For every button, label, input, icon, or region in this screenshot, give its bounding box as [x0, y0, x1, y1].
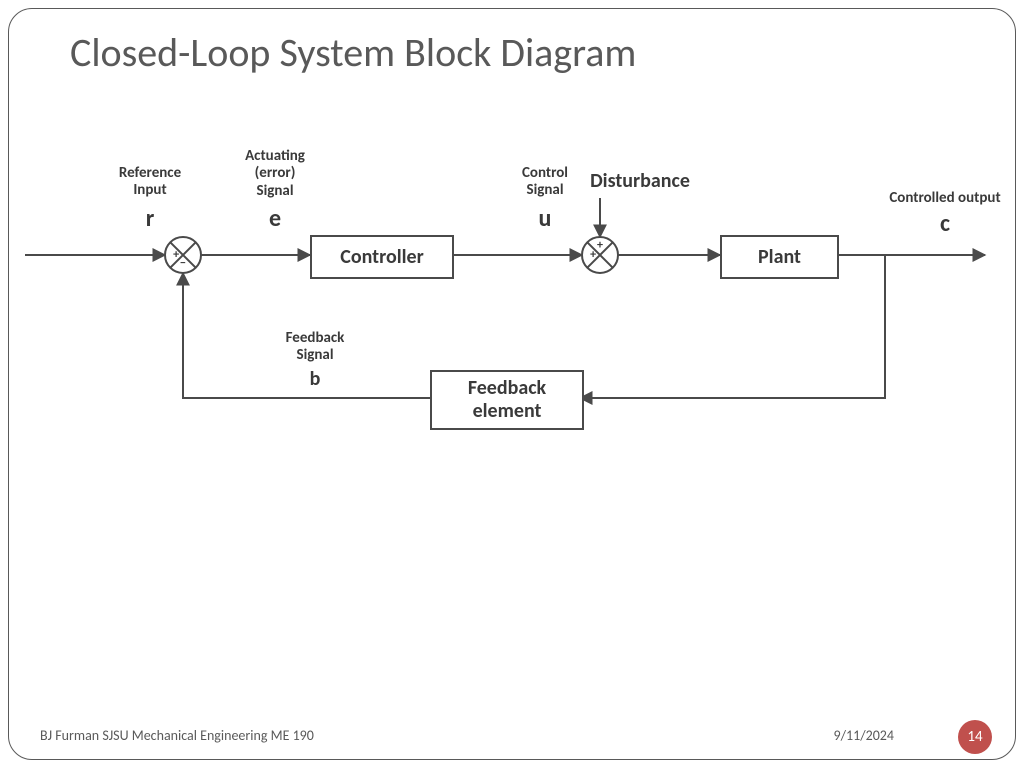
block-feedback: Feedbackelement [430, 370, 584, 430]
svg-text:−: − [180, 257, 186, 271]
slide: Closed-Loop System Block Diagram +−++Con… [0, 0, 1024, 768]
label-fb: FeedbackSignal [260, 330, 370, 365]
summing-junction-sum2: ++ [582, 237, 618, 273]
page-number-badge: 14 [958, 720, 992, 754]
label-ref_sym: r [95, 205, 205, 233]
label-ctrl_sym: u [490, 205, 600, 233]
svg-text:+: + [590, 248, 596, 262]
svg-text:+: + [173, 248, 179, 262]
footer-date: 9/11/2024 [834, 727, 894, 744]
footer-author: BJ Furman SJSU Mechanical Engineering ME… [40, 727, 314, 744]
block-plant: Plant [720, 235, 839, 279]
svg-text:+: + [597, 239, 603, 253]
label-err: Actuating(error)Signal [220, 148, 330, 200]
label-err_sym: e [220, 205, 330, 233]
block-controller: Controller [310, 235, 454, 279]
label-ref: ReferenceInput [95, 165, 205, 200]
summing-junction-sum1: +− [165, 237, 201, 273]
label-out: Controlled output [870, 190, 1020, 207]
label-dist: Disturbance [565, 170, 715, 193]
label-out_sym: c [870, 210, 1020, 238]
label-fb_sym: b [260, 368, 370, 391]
